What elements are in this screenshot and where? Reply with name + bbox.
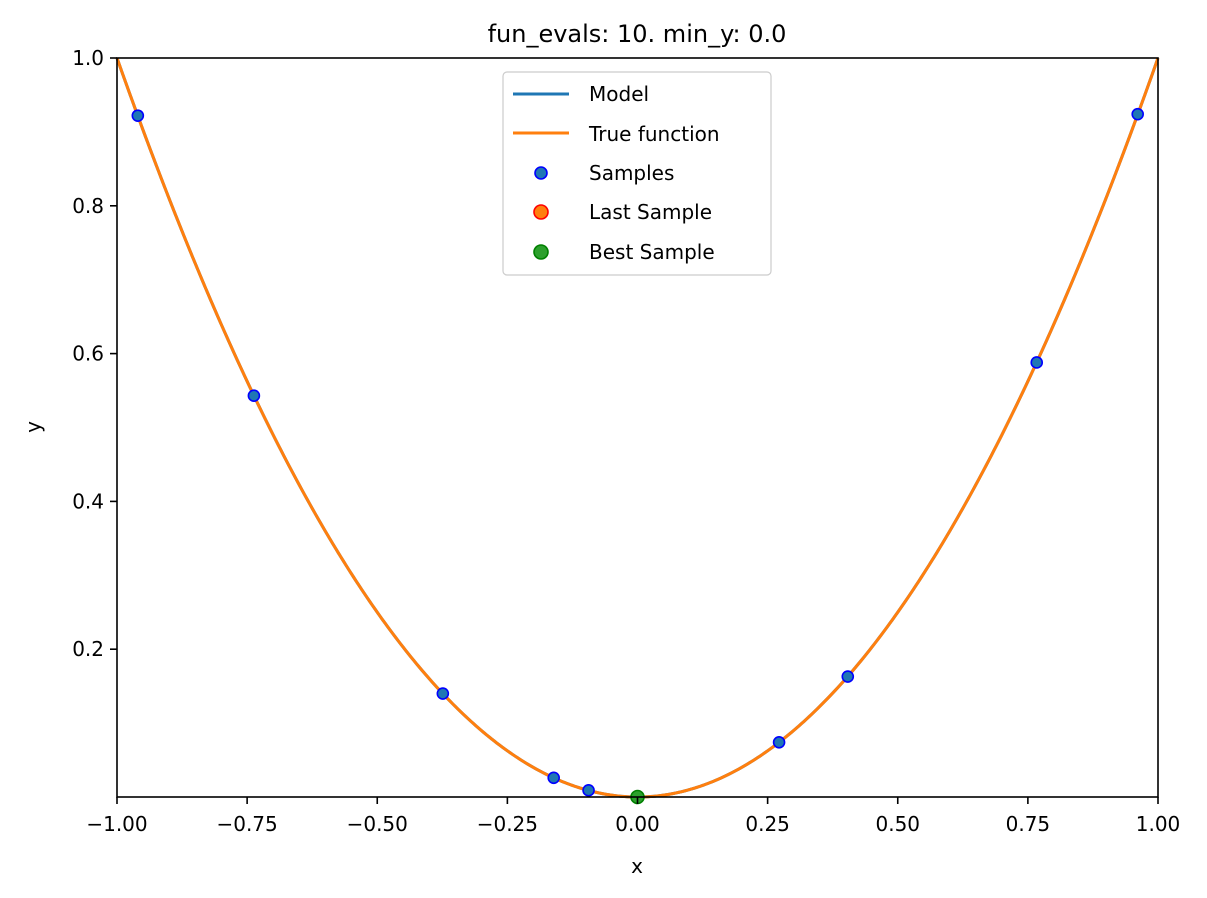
data-point-samples <box>131 109 145 122</box>
x-tick-label: 1.00 <box>1136 812 1181 836</box>
legend-label-last-sample: Last Sample <box>589 200 712 224</box>
legend-marker-samples <box>534 166 548 180</box>
y-tick-label: 0.6 <box>72 342 104 366</box>
chart-title: fun_evals: 10. min_y: 0.0 <box>488 20 787 48</box>
x-tick-label: 0.25 <box>745 812 790 836</box>
y-tick-label: 0.2 <box>72 637 104 661</box>
legend-marker-last-sample <box>533 204 549 220</box>
legend-label-model: Model <box>589 82 649 106</box>
legend-box <box>502 71 772 276</box>
x-tick-label: 0.50 <box>875 812 920 836</box>
legend-label-samples: Samples <box>589 161 674 185</box>
x-tick-label: −0.25 <box>477 812 538 836</box>
y-axis-label: y <box>21 421 45 433</box>
legend: Model True function Samples Last Sample … <box>502 71 772 276</box>
data-point-samples <box>772 736 786 749</box>
data-point-samples <box>436 687 450 700</box>
data-point-samples <box>582 784 595 797</box>
data-point-samples <box>547 771 561 785</box>
y-axis: 0.2 0.4 0.6 0.8 1.0 <box>72 46 117 661</box>
y-tick-label: 0.8 <box>72 194 104 218</box>
x-tick-label: −0.50 <box>347 812 408 836</box>
x-axis-label: x <box>631 854 643 878</box>
x-tick-label: 0.75 <box>1006 812 1051 836</box>
legend-label-best-sample: Best Sample <box>589 240 715 264</box>
legend-marker-best-sample <box>533 244 549 260</box>
x-tick-label: −1.00 <box>86 812 147 836</box>
x-tick-label: 0.00 <box>615 812 660 836</box>
y-tick-label: 0.4 <box>72 489 104 513</box>
x-axis: −1.00 −0.75 −0.50 −0.25 0.00 0.25 0.50 0.75 1.00 <box>86 797 1180 836</box>
y-tick-label: 1.0 <box>72 46 104 70</box>
legend-label-true-function: True function <box>588 122 720 146</box>
data-point-samples <box>247 389 261 403</box>
x-tick-label: −0.75 <box>216 812 277 836</box>
data-point-samples <box>1131 107 1144 121</box>
data-point-samples <box>841 670 855 683</box>
data-point-samples <box>1030 356 1044 369</box>
